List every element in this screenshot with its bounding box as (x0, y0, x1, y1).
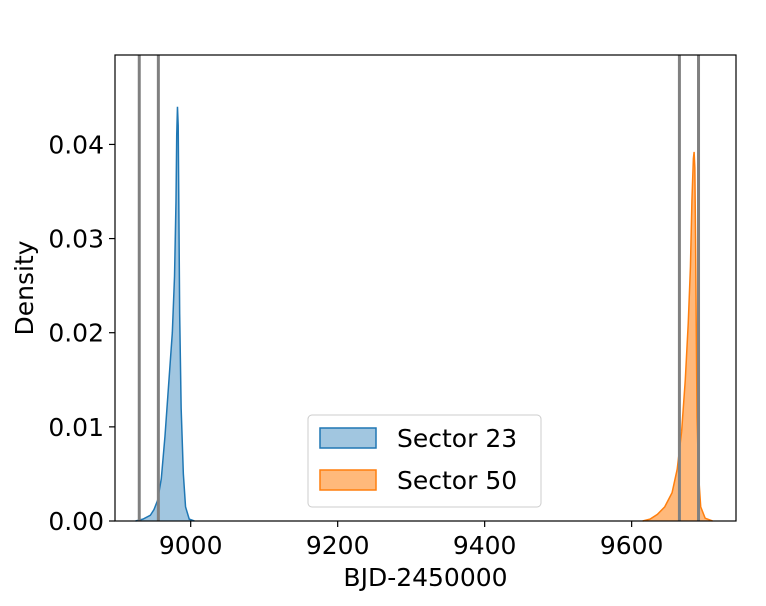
y-tick-label: 0.04 (48, 130, 104, 159)
legend: Sector 23 Sector 50 (307, 414, 542, 508)
plot-frame (114, 54, 737, 522)
x-axis-label: BJD-2450000 (343, 563, 507, 592)
legend-label: Sector 23 (397, 424, 517, 453)
x-tick-label: 9400 (453, 531, 517, 560)
x-tick-label: 9000 (159, 531, 223, 560)
y-tick-label: 0.00 (48, 507, 104, 536)
x-tick-label: 9200 (306, 531, 370, 560)
legend-swatch (319, 469, 377, 491)
density-line-2 (642, 151, 713, 522)
x-axis-ticks: 9000 9200 9400 9600 (159, 521, 664, 560)
y-axis-label: Density (10, 240, 39, 335)
y-tick-label: 0.03 (48, 225, 104, 254)
y-axis-ticks: 0.00 0.01 0.02 0.03 0.04 (48, 130, 115, 536)
density-area-1 (135, 106, 195, 521)
y-tick-label: 0.02 (48, 319, 104, 348)
legend-swatch (319, 427, 377, 449)
reference-lines (137, 55, 701, 521)
x-tick-label: 9600 (600, 531, 664, 560)
density-line-1 (135, 106, 195, 522)
legend-label: Sector 50 (397, 466, 517, 495)
y-tick-label: 0.01 (48, 413, 104, 442)
